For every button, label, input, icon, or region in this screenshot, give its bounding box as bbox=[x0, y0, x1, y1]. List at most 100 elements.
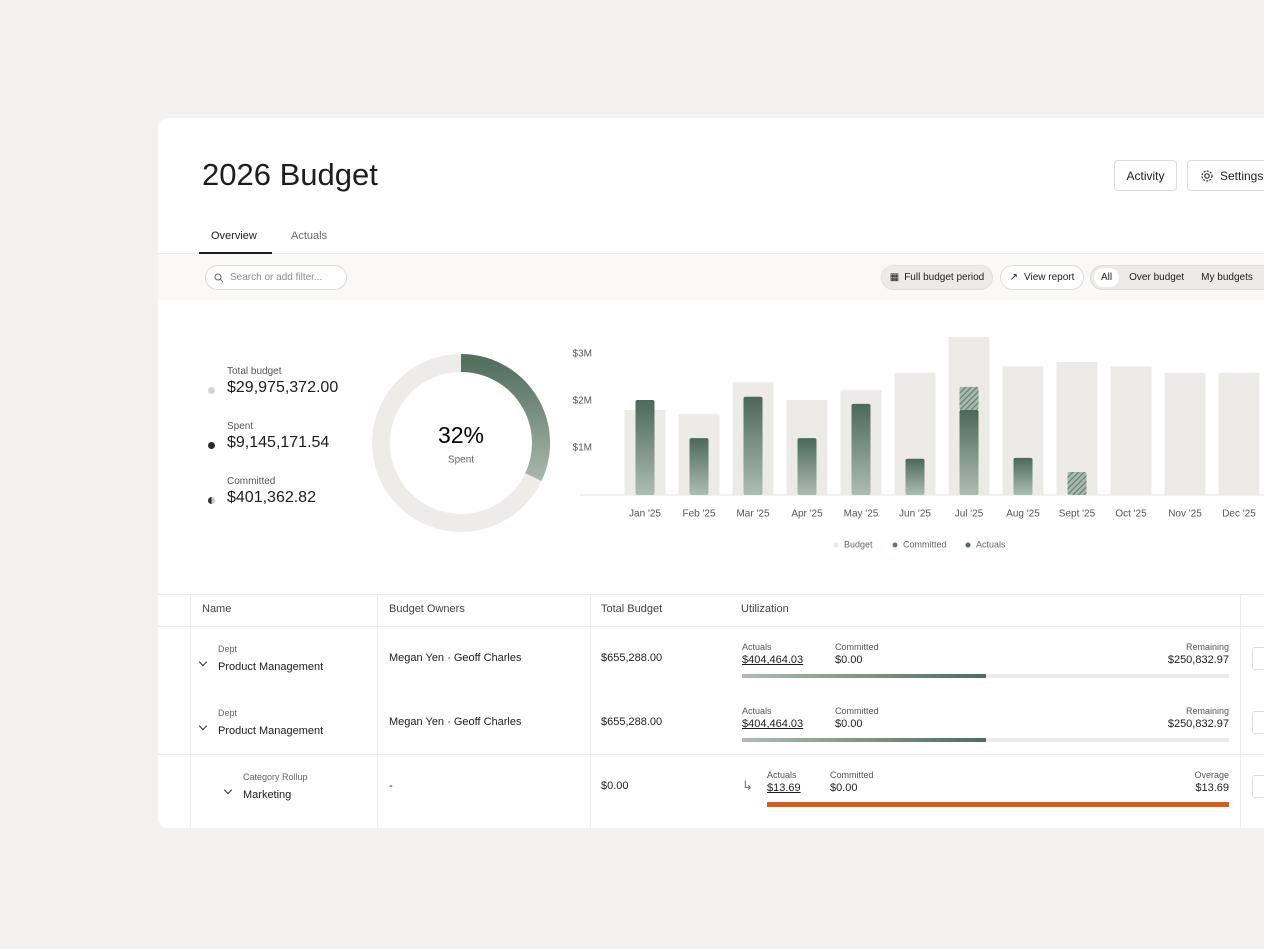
summary-value: $9,145,171.54 bbox=[227, 434, 330, 451]
x-tick-label: Nov '25 bbox=[1168, 509, 1202, 520]
legend-label: Budget bbox=[844, 539, 873, 549]
row-kind: Dept bbox=[218, 644, 238, 654]
column-header: Utilization bbox=[741, 603, 789, 615]
actuals-bar bbox=[797, 438, 817, 495]
utilization-track bbox=[742, 674, 1229, 678]
settings-label: Settings bbox=[1220, 168, 1264, 183]
tabs-divider bbox=[158, 253, 1264, 254]
report-button[interactable]: ↗ View report bbox=[1000, 265, 1084, 290]
committed-value: $0.00 bbox=[830, 782, 858, 794]
committed-value: $0.00 bbox=[835, 718, 863, 730]
settings-button[interactable]: Settings bbox=[1187, 160, 1264, 191]
x-tick-label: Feb '25 bbox=[682, 509, 715, 520]
search-input[interactable]: Search or add filter... bbox=[205, 265, 347, 290]
actuals-bar bbox=[851, 403, 871, 495]
actuals-value[interactable]: $13.69 bbox=[767, 782, 801, 794]
x-tick-label: Jul '25 bbox=[955, 509, 984, 520]
summary-value: $29,975,372.00 bbox=[227, 379, 339, 396]
column-header: Name bbox=[202, 603, 232, 615]
x-tick-label: May '25 bbox=[844, 509, 879, 520]
legend-label: Committed bbox=[903, 539, 947, 549]
filter-option[interactable]: My budgets bbox=[1201, 272, 1253, 283]
table-head-bottom bbox=[158, 626, 1264, 627]
donut-arc bbox=[460, 354, 550, 481]
actuals-value[interactable]: $404,464.03 bbox=[742, 718, 804, 730]
settings-icon bbox=[1201, 169, 1213, 182]
committed-label: Committed bbox=[830, 770, 874, 780]
committed-bar bbox=[959, 386, 979, 410]
search-icon bbox=[214, 273, 224, 282]
table-top bbox=[158, 594, 1264, 595]
actuals-bar bbox=[635, 400, 655, 495]
utilization-bar bbox=[767, 802, 1229, 807]
legend-marker bbox=[833, 542, 839, 548]
utilization-track bbox=[742, 738, 1229, 742]
x-tick-label: Aug '25 bbox=[1006, 509, 1040, 520]
row-action-button[interactable] bbox=[1252, 775, 1264, 798]
column-divider bbox=[590, 594, 591, 828]
committed-label: Committed bbox=[835, 642, 879, 652]
end-label: Remaining bbox=[1185, 642, 1229, 652]
actuals-bar bbox=[905, 458, 925, 495]
tab[interactable]: Overview bbox=[211, 230, 257, 242]
summary-dot bbox=[208, 442, 215, 449]
row-action-button[interactable] bbox=[1252, 647, 1264, 670]
legend-marker bbox=[965, 542, 971, 548]
row-name: Product Management bbox=[218, 725, 324, 737]
row-total: $0.00 bbox=[601, 780, 629, 792]
legend-label: Actuals bbox=[976, 539, 1006, 549]
row-total: $655,288.00 bbox=[601, 716, 663, 728]
donut-subtitle: Spent bbox=[448, 455, 474, 466]
tab[interactable]: Actuals bbox=[291, 230, 328, 242]
summary-label: Total budget bbox=[227, 366, 282, 377]
row-kind: Category Rollup bbox=[243, 772, 308, 782]
y-tick-label: $1M bbox=[573, 443, 592, 454]
actuals-label: Actuals bbox=[767, 770, 797, 780]
arrow-icon: ↗ bbox=[1009, 272, 1018, 283]
end-label: Overage bbox=[1194, 770, 1229, 780]
end-value: $13.69 bbox=[1195, 782, 1229, 794]
y-tick-label: $2M bbox=[573, 396, 592, 407]
committed-label: Committed bbox=[835, 706, 879, 716]
actuals-value[interactable]: $404,464.03 bbox=[742, 654, 804, 666]
y-tick-label: $3M bbox=[573, 349, 592, 360]
committed-value: $0.00 bbox=[835, 654, 863, 666]
summary-dot bbox=[208, 387, 215, 394]
row-kind: Dept bbox=[218, 708, 238, 718]
actuals-bar bbox=[689, 438, 709, 495]
x-tick-label: Oct '25 bbox=[1115, 509, 1147, 520]
budget-bar bbox=[1218, 372, 1260, 495]
actuals-label: Actuals bbox=[742, 642, 772, 652]
actuals-label: Actuals bbox=[742, 706, 772, 716]
column-divider bbox=[1240, 594, 1241, 828]
x-tick-label: Sept '25 bbox=[1059, 509, 1096, 520]
column-header: Total Budget bbox=[601, 603, 663, 615]
row-owners: Megan Yen · Geoff Charles bbox=[389, 716, 522, 728]
column-divider bbox=[190, 594, 191, 828]
end-value: $250,832.97 bbox=[1167, 654, 1229, 666]
activity-button[interactable]: Activity bbox=[1114, 160, 1177, 191]
row-divider bbox=[158, 754, 1264, 755]
end-label: Remaining bbox=[1185, 706, 1229, 716]
x-tick-label: Mar '25 bbox=[736, 509, 769, 520]
row-name: Marketing bbox=[243, 789, 292, 801]
budget-bar bbox=[1164, 372, 1206, 495]
utilization-bar bbox=[742, 738, 986, 742]
actuals-bar bbox=[1013, 457, 1033, 495]
summary-label: Committed bbox=[227, 476, 276, 487]
budget-bar bbox=[1110, 366, 1152, 495]
x-tick-label: Jun '25 bbox=[899, 509, 931, 520]
x-tick-label: Apr '25 bbox=[791, 509, 823, 520]
row-action-button[interactable] bbox=[1252, 711, 1264, 734]
filter-option[interactable]: Over budget bbox=[1129, 272, 1185, 283]
column-divider bbox=[377, 594, 378, 828]
period-button[interactable]: ▦ Full budget period bbox=[881, 265, 993, 290]
filter-option[interactable]: All bbox=[1094, 268, 1120, 287]
summary-label: Spent bbox=[227, 421, 254, 432]
x-tick-label: Jan '25 bbox=[629, 509, 661, 520]
row-name: Product Management bbox=[218, 661, 324, 673]
donut-value: 32% bbox=[438, 422, 484, 448]
actuals-bar bbox=[959, 409, 979, 495]
filter-segment: All Over budget My budgets bbox=[1090, 265, 1264, 290]
